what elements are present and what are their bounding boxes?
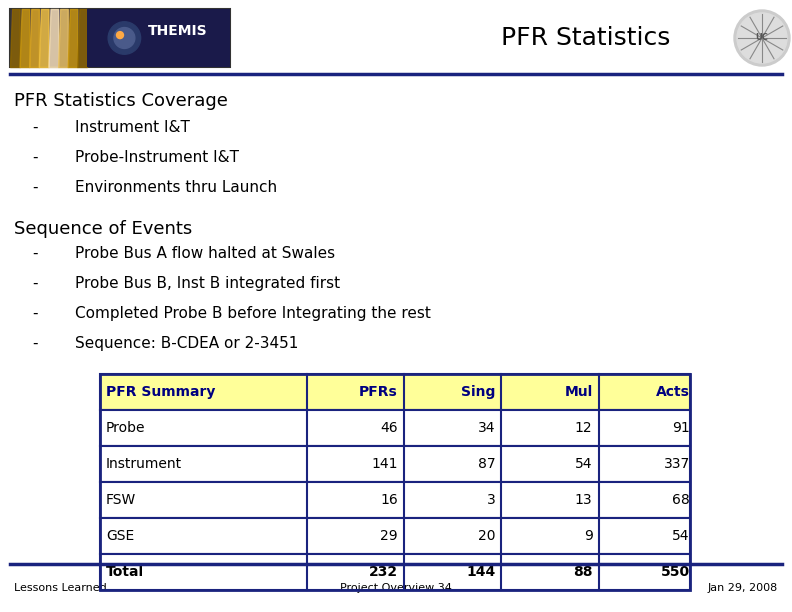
Text: GSE: GSE <box>106 529 135 543</box>
Text: 20: 20 <box>478 529 495 543</box>
Text: -: - <box>32 276 38 291</box>
Circle shape <box>734 10 790 66</box>
Text: 87: 87 <box>478 457 495 471</box>
Text: 54: 54 <box>672 529 690 543</box>
Text: -: - <box>32 150 38 165</box>
Text: -: - <box>32 306 38 321</box>
Text: 46: 46 <box>380 421 398 435</box>
Bar <box>100 410 690 446</box>
Text: 550: 550 <box>661 565 690 579</box>
Bar <box>100 374 690 410</box>
Circle shape <box>116 32 124 39</box>
Text: -: - <box>32 246 38 261</box>
Text: Instrument I&T: Instrument I&T <box>75 120 190 135</box>
Text: 29: 29 <box>380 529 398 543</box>
Text: Sequence: B-CDEA or 2-3451: Sequence: B-CDEA or 2-3451 <box>75 336 299 351</box>
Text: UC: UC <box>756 34 768 42</box>
Text: FSW: FSW <box>106 493 136 507</box>
Bar <box>100 446 690 482</box>
Text: -: - <box>32 336 38 351</box>
Text: Probe Bus A flow halted at Swales: Probe Bus A flow halted at Swales <box>75 246 335 261</box>
Bar <box>100 482 690 518</box>
Circle shape <box>114 28 135 48</box>
Text: Completed Probe B before Integrating the rest: Completed Probe B before Integrating the… <box>75 306 431 321</box>
Circle shape <box>737 13 787 63</box>
Text: 9: 9 <box>584 529 592 543</box>
Bar <box>87 9 230 67</box>
Bar <box>100 554 690 590</box>
Text: PFR Statistics Coverage: PFR Statistics Coverage <box>14 92 228 110</box>
Text: 144: 144 <box>466 565 495 579</box>
Text: Instrument: Instrument <box>106 457 182 471</box>
Bar <box>10 9 230 67</box>
Bar <box>100 374 690 590</box>
Text: 16: 16 <box>380 493 398 507</box>
Text: 12: 12 <box>575 421 592 435</box>
Text: Probe: Probe <box>106 421 146 435</box>
Text: Project Overview 34: Project Overview 34 <box>340 583 452 593</box>
Text: Environments thru Launch: Environments thru Launch <box>75 180 277 195</box>
Text: Mul: Mul <box>565 385 592 399</box>
Text: Jan 29, 2008: Jan 29, 2008 <box>708 583 778 593</box>
Text: Acts: Acts <box>656 385 690 399</box>
Text: Total: Total <box>106 565 144 579</box>
Text: 337: 337 <box>664 457 690 471</box>
Text: 54: 54 <box>575 457 592 471</box>
Text: 232: 232 <box>369 565 398 579</box>
Text: 91: 91 <box>672 421 690 435</box>
Text: 3: 3 <box>486 493 495 507</box>
Text: PFR Summary: PFR Summary <box>106 385 215 399</box>
Text: 141: 141 <box>371 457 398 471</box>
Text: Sequence of Events: Sequence of Events <box>14 220 192 238</box>
Text: PFRs: PFRs <box>359 385 398 399</box>
Text: -: - <box>32 120 38 135</box>
Text: Sing: Sing <box>461 385 495 399</box>
Circle shape <box>109 22 141 54</box>
Text: Probe Bus B, Inst B integrated first: Probe Bus B, Inst B integrated first <box>75 276 340 291</box>
Text: THEMIS: THEMIS <box>147 24 207 38</box>
Text: Lessons Learned: Lessons Learned <box>14 583 107 593</box>
Text: 13: 13 <box>575 493 592 507</box>
Text: PFR Statistics: PFR Statistics <box>501 26 670 50</box>
Text: Probe-Instrument I&T: Probe-Instrument I&T <box>75 150 239 165</box>
Bar <box>100 518 690 554</box>
Text: 88: 88 <box>573 565 592 579</box>
Text: -: - <box>32 180 38 195</box>
Text: 34: 34 <box>478 421 495 435</box>
Text: 68: 68 <box>672 493 690 507</box>
